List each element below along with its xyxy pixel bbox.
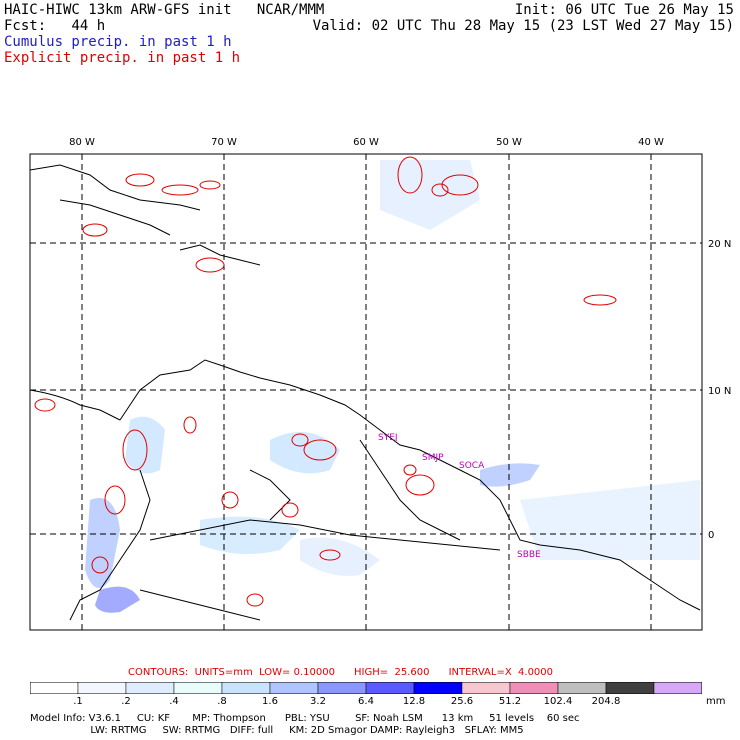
station-smjp: SMJP bbox=[422, 453, 444, 463]
lon-label-40w: 40 W bbox=[638, 137, 664, 148]
station-sbbe: SBBE bbox=[517, 550, 541, 560]
colorbar-tick-label: 204.8 bbox=[591, 696, 621, 707]
contours-note: CONTOURS: UNITS=mm LOW= 0.10000 HIGH= 25… bbox=[128, 667, 554, 678]
colorbar-unit: mm bbox=[706, 696, 726, 707]
colorbar-bin bbox=[653, 682, 702, 694]
colorbar-bin bbox=[509, 682, 559, 694]
coastlines bbox=[29, 164, 701, 621]
station-soca: SOCA bbox=[459, 461, 485, 471]
cumulus-legend: Cumulus precip. in past 1 h bbox=[4, 34, 232, 50]
model-info-line1: Model Info: V3.6.1 CU: KF MP: Thompson P… bbox=[30, 713, 580, 724]
init-time: Init: 06 UTC Tue 26 May 15 bbox=[514, 2, 734, 18]
lon-label-60w: 60 W bbox=[353, 137, 379, 148]
valid-time: Valid: 02 UTC Thu 28 May 15 (23 LST Wed … bbox=[312, 18, 734, 34]
colorbar-bin bbox=[365, 682, 415, 694]
colorbar-bin bbox=[557, 682, 607, 694]
colorbar bbox=[30, 682, 702, 694]
colorbar-bin bbox=[413, 682, 463, 694]
colorbar-tick-label: 3.2 bbox=[310, 696, 326, 707]
colorbar-bin bbox=[269, 682, 319, 694]
lon-label-80w: 80 W bbox=[69, 137, 95, 148]
lat-label-20n: 20 N bbox=[708, 239, 731, 250]
lat-label-10n: 10 N bbox=[708, 386, 731, 397]
colorbar-tick-label: .8 bbox=[217, 696, 227, 707]
colorbar-tick-label: 6.4 bbox=[358, 696, 374, 707]
lat-label-0: 0 bbox=[708, 530, 714, 541]
model-title: HAIC-HIWC 13km ARW-GFS init NCAR/MMM bbox=[4, 2, 325, 18]
colorbar-bin bbox=[173, 682, 223, 694]
colorbar-bin bbox=[317, 682, 367, 694]
colorbar-tick-label: 12.8 bbox=[402, 696, 426, 707]
explicit-precip-contours bbox=[34, 156, 617, 607]
lon-label-50w: 50 W bbox=[496, 137, 522, 148]
colorbar-tick-label: 51.2 bbox=[498, 696, 522, 707]
colorbar-bin bbox=[125, 682, 175, 694]
colorbar-bin bbox=[77, 682, 127, 694]
colorbar-tick-label: 1.6 bbox=[262, 696, 278, 707]
explicit-legend: Explicit precip. in past 1 h bbox=[4, 50, 241, 66]
model-info-line2: LW: RRTMG SW: RRTMG DIFF: full KM: 2D Sm… bbox=[30, 725, 524, 736]
colorbar-bin bbox=[461, 682, 511, 694]
colorbar-tick-label: .1 bbox=[73, 696, 83, 707]
colorbar-bin bbox=[30, 682, 79, 694]
forecast-hour: Fcst: 44 h bbox=[4, 18, 106, 34]
colorbar-tick-label: .2 bbox=[121, 696, 131, 707]
colorbar-tick-label: 102.4 bbox=[543, 696, 573, 707]
graticule bbox=[30, 154, 702, 630]
institution: NCAR/MMM bbox=[256, 2, 325, 18]
colorbar-tick-label: .4 bbox=[169, 696, 179, 707]
colorbar-tick-label: 25.6 bbox=[450, 696, 474, 707]
lon-label-70w: 70 W bbox=[211, 137, 237, 148]
station-syej: SYEJ bbox=[378, 433, 398, 443]
colorbar-bin bbox=[221, 682, 271, 694]
cumulus-shading bbox=[85, 160, 700, 613]
colorbar-bin bbox=[605, 682, 655, 694]
map-frame bbox=[29, 153, 703, 631]
